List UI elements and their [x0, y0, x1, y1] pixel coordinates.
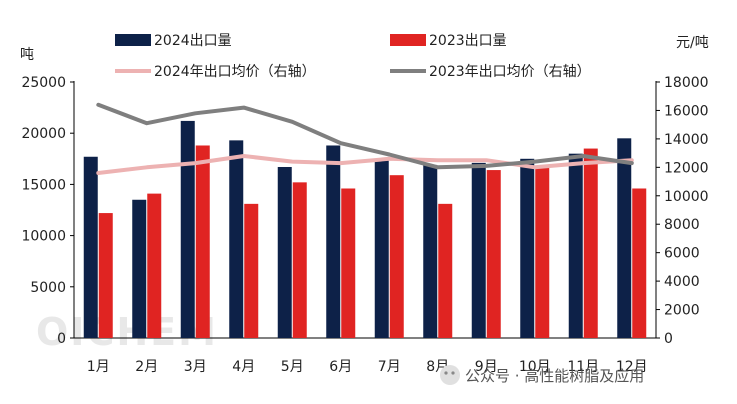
legend-label-2024-price: 2024年出口均价（右轴）	[154, 64, 316, 80]
x-tick-label: 10月	[519, 359, 551, 375]
left-tick-label: 10000	[21, 229, 66, 245]
right-tick-label: 10000	[664, 189, 709, 205]
left-tick-label: 15000	[21, 177, 66, 193]
x-tick-label: 4月	[232, 359, 255, 375]
bar-2024-5	[277, 166, 292, 338]
bar-2023-7	[389, 175, 404, 338]
left-axis-unit: 吨	[20, 47, 34, 63]
right-tick-label: 18000	[664, 75, 709, 91]
bar-2024-3	[180, 120, 195, 338]
x-tick-label: 1月	[87, 359, 110, 375]
legend-swatch-2023-volume	[390, 34, 426, 46]
wechat-icon	[440, 365, 460, 385]
bar-2023-5	[292, 182, 307, 338]
x-tick-label: 2月	[135, 359, 158, 375]
right-axis-unit: 元/吨	[676, 35, 709, 51]
bar-2024-1	[83, 156, 98, 338]
bar-2023-1	[98, 213, 113, 338]
left-tick-label: 0	[57, 331, 66, 347]
right-tick-label: 16000	[664, 103, 709, 119]
x-tick-label: 11月	[567, 359, 599, 375]
x-tick-label: 9月	[475, 359, 498, 375]
x-tick-label: 3月	[184, 359, 207, 375]
left-axis-ticks: 0 5000 10000 15000 20000 25000	[21, 75, 74, 347]
bar-2023-10	[535, 165, 550, 338]
wechat-icon-eye-left	[444, 371, 448, 375]
bar-2023-4	[244, 203, 259, 338]
bar-2023-11	[583, 148, 598, 338]
right-tick-label: 14000	[664, 132, 709, 148]
legend-label-2024-volume: 2024出口量	[154, 33, 232, 49]
right-tick-label: 12000	[664, 160, 709, 176]
bar-2024-6	[326, 145, 341, 338]
bar-2024-2	[132, 199, 147, 338]
x-tick-label: 12月	[616, 359, 648, 375]
legend: 2024出口量 2023出口量 2024年出口均价（右轴） 2023年出口均价（…	[115, 33, 591, 80]
credit-text: 公众号 · 高性能树脂及应用	[465, 367, 644, 385]
legend-swatch-2024-volume	[115, 34, 151, 46]
x-tick-label: 5月	[281, 359, 304, 375]
bar-2024-7	[374, 158, 389, 338]
bar-2024-11	[568, 153, 583, 338]
bar-2023-2	[147, 193, 162, 338]
price-lines	[96, 102, 634, 175]
line-2024-price	[96, 154, 634, 175]
legend-label-2023-volume: 2023出口量	[429, 33, 507, 49]
bar-2023-6	[341, 188, 356, 338]
bars	[83, 120, 647, 338]
legend-label-2023-price: 2023年出口均价（右轴）	[429, 64, 591, 80]
left-tick-label: 5000	[30, 280, 66, 296]
credit-badge: 公众号 · 高性能树脂及应用	[440, 365, 644, 385]
bar-2024-4	[229, 140, 244, 338]
line-2023-price	[96, 102, 634, 170]
wechat-icon-eye-right	[451, 371, 455, 375]
right-tick-label: 6000	[664, 246, 700, 262]
bar-2024-8	[423, 164, 438, 338]
bar-2023-12	[632, 188, 647, 338]
bar-2023-8	[438, 203, 453, 338]
bar-2024-9	[471, 162, 486, 338]
x-axis-ticks: 1月 2月 3月 4月 5月 6月 7月 8月 9月 10月 11月 12月	[87, 359, 648, 375]
right-axis-ticks: 0 2000 4000 6000 8000 10000 12000 14000 16000 180…	[656, 75, 709, 347]
bar-2023-9	[486, 170, 501, 338]
bar-2024-12	[617, 138, 632, 338]
right-tick-label: 4000	[664, 274, 700, 290]
left-tick-label: 25000	[21, 75, 66, 91]
right-tick-label: 0	[664, 331, 673, 347]
x-tick-label: 7月	[378, 359, 401, 375]
bar-2024-10	[520, 158, 535, 338]
left-tick-label: 20000	[21, 126, 66, 142]
right-tick-label: 8000	[664, 217, 700, 233]
right-tick-label: 2000	[664, 303, 700, 319]
bar-2023-3	[195, 145, 210, 338]
x-tick-label: 6月	[329, 359, 352, 375]
